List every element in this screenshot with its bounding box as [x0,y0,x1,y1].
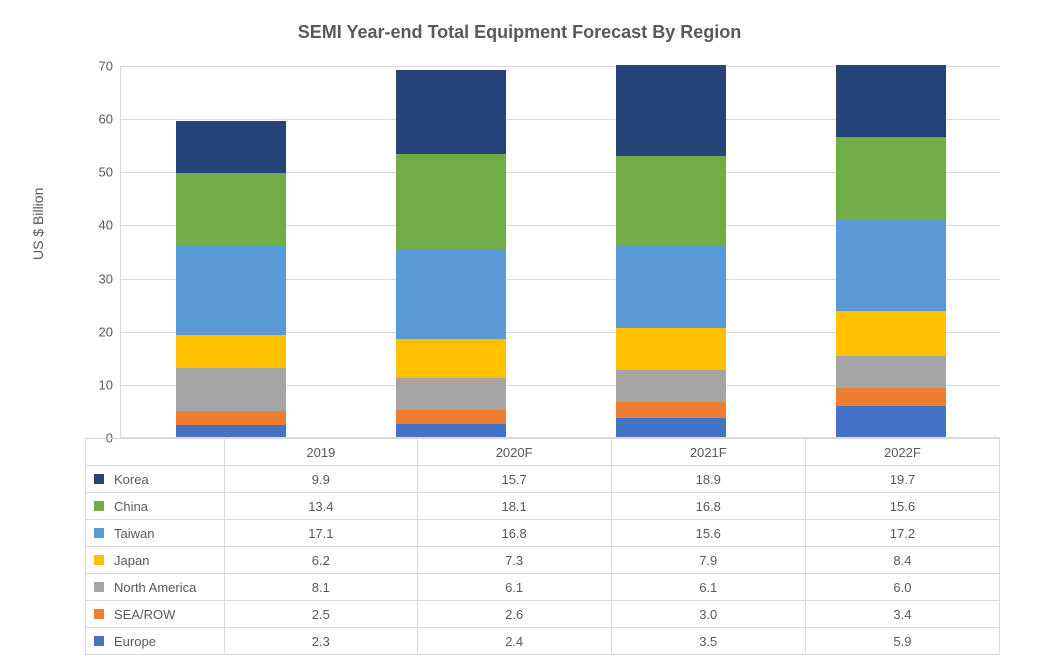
table-row: Korea9.915.718.919.7 [86,466,1000,493]
y-tick-label: 70 [99,59,113,74]
table-stub [86,439,225,466]
bar-segment [616,328,726,370]
legend-swatch [94,501,104,511]
table-cell: 13.4 [225,493,417,520]
table-row-header: SEA/ROW [86,601,225,628]
bar-segment [616,65,726,156]
bar-segment [176,245,286,336]
table-cell: 17.2 [805,520,999,547]
bar-segment [616,370,726,402]
table-cell: 5.9 [805,628,999,655]
bar-segment [396,339,506,378]
table-cell: 16.8 [611,493,805,520]
table-col-header: 2022F [805,439,999,466]
bar-segment [396,70,506,153]
bar-segment [836,356,946,388]
legend-swatch [94,636,104,646]
table-cell: 15.6 [805,493,999,520]
table-col-header: 2019 [225,439,417,466]
table-row: China13.418.116.815.6 [86,493,1000,520]
table-cell: 9.9 [225,466,417,493]
bar-segment [176,411,286,424]
table-cell: 3.5 [611,628,805,655]
bar-segment [616,245,726,328]
y-tick-label: 10 [99,377,113,392]
table-row-header: Taiwan [86,520,225,547]
bar-column [836,65,946,437]
bar-segment [396,410,506,424]
legend-swatch [94,528,104,538]
y-tick-label: 40 [99,218,113,233]
table-cell: 16.8 [417,520,611,547]
table-col-header: 2020F [417,439,611,466]
bar-segment [396,378,506,410]
bar-segment [396,154,506,250]
table-cell: 15.7 [417,466,611,493]
chart-title: SEMI Year-end Total Equipment Forecast B… [0,22,1039,43]
table-cell: 18.1 [417,493,611,520]
table-cell: 19.7 [805,466,999,493]
table-cell: 6.2 [225,547,417,574]
table-cell: 18.9 [611,466,805,493]
y-axis-label: US $ Billion [30,188,46,260]
table-cell: 6.1 [611,574,805,601]
bar-column [396,70,506,437]
bar-column [176,121,286,437]
bar-segment [616,156,726,245]
table-cell: 7.9 [611,547,805,574]
table-cell: 2.5 [225,601,417,628]
table-cell: 3.4 [805,601,999,628]
bar-segment [616,418,726,437]
table-cell: 8.4 [805,547,999,574]
table-row-header: North America [86,574,225,601]
bar-segment [176,335,286,368]
table-cell: 3.0 [611,601,805,628]
table-col-header: 2021F [611,439,805,466]
table-row: Taiwan17.116.815.617.2 [86,520,1000,547]
bar-segment [396,424,506,437]
legend-swatch [94,582,104,592]
table-cell: 6.0 [805,574,999,601]
table-row: North America8.16.16.16.0 [86,574,1000,601]
table-row: SEA/ROW2.52.63.03.4 [86,601,1000,628]
table-cell: 15.6 [611,520,805,547]
bar-segment [836,311,946,356]
table-cell: 7.3 [417,547,611,574]
data-table: 20192020F2021F2022F Korea9.915.718.919.7… [85,438,1000,655]
table-cell: 8.1 [225,574,417,601]
table-row: Europe2.32.43.55.9 [86,628,1000,655]
bar-segment [616,402,726,418]
legend-swatch [94,609,104,619]
y-tick-label: 60 [99,112,113,127]
plot-area: 010203040506070 [120,66,1000,438]
bar-segment [396,250,506,339]
bar-segment [836,137,946,220]
table-cell: 2.3 [225,628,417,655]
bar-column [616,65,726,437]
bar-segment [836,65,946,137]
y-tick-label: 50 [99,165,113,180]
table-cell: 17.1 [225,520,417,547]
bar-segment [836,220,946,311]
y-tick-label: 30 [99,271,113,286]
y-tick-label: 20 [99,324,113,339]
table-row: Japan6.27.37.98.4 [86,547,1000,574]
table-row-header: China [86,493,225,520]
table-cell: 2.4 [417,628,611,655]
bar-segment [836,388,946,406]
bar-segment [176,173,286,244]
bar-segment [176,121,286,174]
table-row-header: Europe [86,628,225,655]
bar-segment [176,368,286,411]
legend-swatch [94,555,104,565]
table-row-header: Japan [86,547,225,574]
legend-swatch [94,474,104,484]
bar-segment [836,406,946,437]
table-cell: 6.1 [417,574,611,601]
table-cell: 2.6 [417,601,611,628]
table-row-header: Korea [86,466,225,493]
bar-segment [176,425,286,437]
